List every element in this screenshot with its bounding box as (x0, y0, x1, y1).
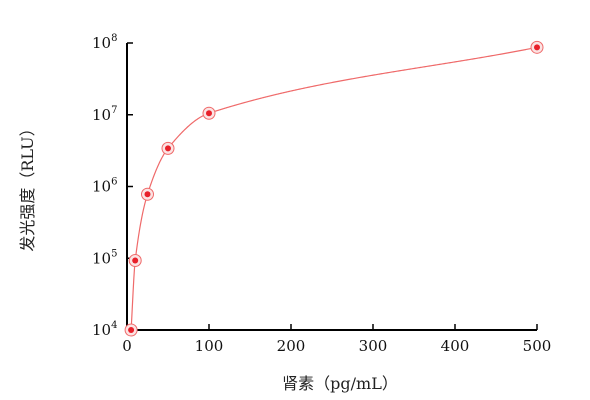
y-tick-base: 10 (92, 321, 111, 339)
x-tick-label: 100 (195, 337, 224, 355)
y-tick-base: 10 (92, 34, 111, 52)
data-point (128, 254, 142, 268)
fit-curve (130, 46, 538, 331)
data-point (141, 187, 154, 201)
data-point-dot (144, 191, 151, 198)
y-tick-label: 105 (92, 248, 117, 267)
y-tick-exponent: 4 (111, 320, 117, 331)
y-tick-label: 106 (92, 177, 117, 196)
y-tick-exponent: 8 (111, 33, 117, 44)
y-tick-label: 107 (92, 105, 117, 124)
axes (126, 43, 537, 331)
data-point-dot (534, 44, 540, 51)
x-tick-label: 500 (523, 337, 552, 355)
y-tick-exponent: 6 (111, 177, 117, 188)
fit-curve-layer (130, 46, 538, 331)
y-tick-exponent: 7 (111, 105, 117, 116)
y-tick-label: 108 (92, 33, 117, 52)
data-point (202, 106, 216, 120)
x-tick-label: 400 (441, 337, 470, 355)
data-point-dot (132, 257, 139, 264)
y-tick-exponent: 5 (111, 248, 117, 259)
y-axis-title: 发光强度（RLU） (18, 120, 37, 251)
y-tick-base: 10 (92, 178, 111, 196)
y-tick-label: 104 (92, 320, 117, 339)
data-points (124, 40, 544, 337)
data-point (124, 323, 138, 337)
data-point-dot (128, 327, 135, 333)
x-tick-label: 300 (359, 337, 388, 355)
x-tick-label: 200 (277, 337, 306, 355)
x-tick-label: 0 (122, 337, 132, 355)
data-point-dot (165, 145, 171, 152)
data-point (530, 40, 544, 54)
tick-marks (126, 42, 538, 331)
y-tick-base: 10 (92, 106, 111, 124)
data-point (161, 141, 175, 155)
data-point-dot (206, 110, 212, 117)
x-axis-title: 肾素（pg/mL） (282, 374, 398, 393)
y-tick-base: 10 (92, 249, 111, 267)
